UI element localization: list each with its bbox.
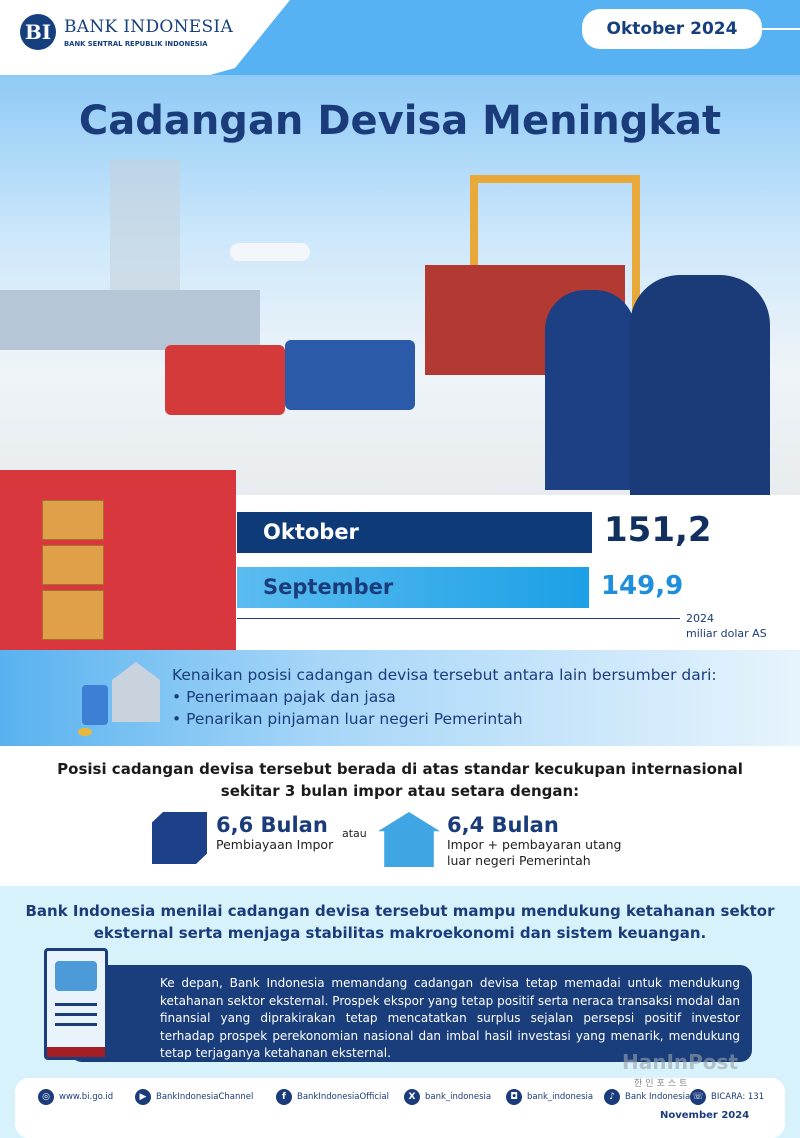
publication-date: November 2024 [660,1110,750,1121]
coin-icon [78,728,92,736]
bank-building-icon [112,662,160,722]
import-debt-coverage-desc: Impor + pembayaran utang [447,837,622,852]
outlook-text: Ke depan, Bank Indonesia memandang cadan… [160,976,740,1060]
import-debt-coverage-value: 6,4 Bulan [447,813,559,837]
bar-category-label: September [263,575,394,599]
footer-link-label: BankIndonesiaOfficial [297,1092,389,1102]
footer-link-label: BankIndonesiaChannel [156,1092,254,1102]
footer-link-tiktok[interactable]: ♪ Bank Indonesia [604,1089,690,1105]
calculator-icon [82,685,108,725]
assessment-line: eksternal serta menjaga stabilitas makro… [93,924,707,942]
bar-value-label: 151,2 [604,510,712,550]
document-base [47,1047,105,1057]
text-line-icon [55,1023,97,1026]
truck-shape [165,345,285,415]
year-label: 2024 [686,612,714,625]
import-debt-coverage-desc: luar negeri Pemerintah [447,853,591,868]
port-illustration [0,75,800,495]
bar-oktober: Oktober [237,512,592,553]
standard-line: sekitar 3 bulan impor atau setara dengan… [220,782,580,800]
officer-figure [630,275,770,495]
footer-link-website[interactable]: ◎ www.bi.go.id [38,1089,113,1105]
standard-text: Posisi cadangan devisa tersebut berada d… [0,758,800,802]
footer-link-label: Bank Indonesia [625,1092,691,1102]
footer-link-hotline[interactable]: ☏ BICARA: 131 [690,1089,764,1105]
truck-shape [285,340,415,410]
footer-link-label: BICARA: 131 [711,1092,765,1102]
assessment-text: Bank Indonesia menilai cadangan devisa t… [0,900,800,944]
import-coverage-desc: Pembiayaan Impor [216,837,334,852]
instagram-icon: ◘ [506,1089,522,1105]
airplane-shape [230,243,310,261]
crane-shape [470,175,640,325]
cargo-box [42,590,104,640]
footer-link-facebook[interactable]: f BankIndonesiaOfficial [276,1089,389,1105]
unit-label: miliar dolar AS [686,627,767,640]
watermark-logo: HanInPost [622,1050,739,1074]
source-item: • Penerimaan pajak dan jasa [172,688,396,706]
logo-name: BANK INDONESIA [64,17,234,37]
watermark-subtitle: 한인포스트 [634,1079,691,1089]
footer [15,1078,785,1138]
phone-icon: ☏ [690,1089,706,1105]
control-tower-shape [110,160,180,300]
sources-band [0,650,800,746]
globe-icon: ◎ [38,1089,54,1105]
footer-link-label: bank_indonesia [527,1092,594,1102]
text-line-icon [55,1003,97,1006]
shipping-container-illustration [0,470,236,650]
axis-line [237,618,680,619]
cargo-box [42,500,104,540]
cargo-box [42,545,104,585]
sources-text: Kenaikan posisi cadangan devisa tersebut… [172,664,717,730]
import-coverage-value: 6,6 Bulan [216,813,328,837]
footer-link-label: bank_indonesia [425,1092,492,1102]
sources-heading: Kenaikan posisi cadangan devisa tersebut… [172,666,717,684]
footer-link-label: www.bi.go.id [59,1092,114,1102]
x-icon: X [404,1089,420,1105]
import-debt-coverage: 6,4 Bulan Impor + pembayaran utang luar … [447,813,622,869]
money-bag-bank-icon [55,961,97,991]
text-line-icon [55,1013,97,1016]
tiktok-icon: ♪ [604,1089,620,1105]
bank-indonesia-logo-icon: BI [20,14,56,50]
source-item: • Penarikan pinjaman luar negeri Pemerin… [172,710,523,728]
assessment-line: Bank Indonesia menilai cadangan devisa t… [25,902,775,920]
footer-link-instagram[interactable]: ◘ bank_indonesia [506,1089,593,1105]
footer-link-youtube[interactable]: ▶ BankIndonesiaChannel [135,1089,253,1105]
document-icon [44,948,108,1060]
container-icon [152,812,207,864]
logo-subtitle: BANK SENTRAL REPUBLIK INDONESIA [64,40,208,48]
connector-text: atau [342,827,367,840]
officer-figure [545,290,635,490]
facebook-icon: f [276,1089,292,1105]
period-badge: Oktober 2024 [582,9,762,49]
outlook-box: Ke depan, Bank Indonesia memandang cadan… [70,965,752,1062]
youtube-icon: ▶ [135,1089,151,1105]
chart-unit-label: 2024 miliar dolar AS [686,611,767,641]
import-coverage: 6,6 Bulan Pembiayaan Impor [216,813,333,853]
standard-line: Posisi cadangan devisa tersebut berada d… [57,760,743,778]
warehouse-shape [0,290,260,350]
bar-category-label: Oktober [263,520,359,544]
divider [762,28,800,30]
bar-value-label: 149,9 [600,571,684,601]
page-title: Cadangan Devisa Meningkat [78,98,722,144]
bar-september: September [237,567,589,608]
